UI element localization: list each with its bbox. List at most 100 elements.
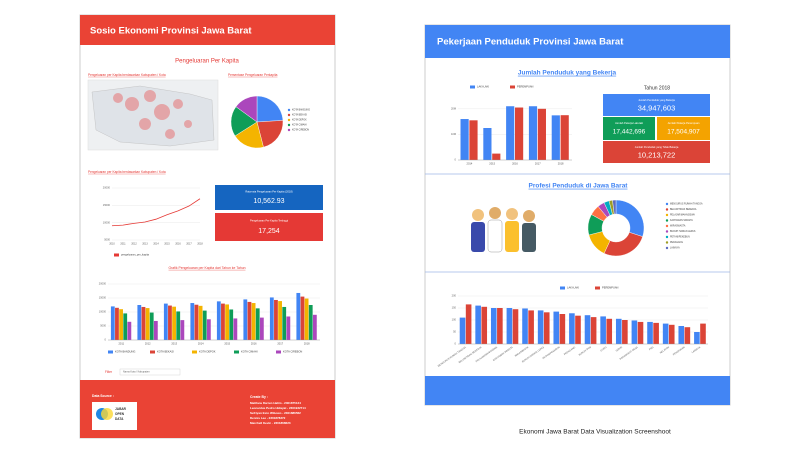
bar <box>678 326 685 344</box>
slice <box>612 199 617 215</box>
bar <box>127 321 132 340</box>
y-tick-label: 150 <box>452 306 457 310</box>
bar <box>469 120 478 160</box>
bar <box>304 298 309 340</box>
legend-label: KOTA BANDUNG <box>115 350 135 354</box>
legend-label: LAKI-LAKI <box>567 286 579 290</box>
chart-title: Persentase Pengeluaran Perkapita <box>228 73 278 77</box>
bar <box>694 332 700 344</box>
x-tick-label: 2016 <box>251 342 257 346</box>
slice <box>256 95 284 123</box>
y-tick-label: 10M <box>451 132 456 136</box>
bar <box>149 312 154 340</box>
legend-label: PEREMPUAN <box>517 85 534 89</box>
scorecard <box>603 141 710 163</box>
map-bubbles <box>113 90 192 139</box>
bar <box>662 323 669 344</box>
person-body <box>487 219 503 253</box>
bar <box>259 317 264 340</box>
bar <box>506 106 515 160</box>
map-bubble <box>144 90 156 102</box>
bar <box>606 318 613 344</box>
bar <box>481 306 488 344</box>
bar <box>119 309 123 340</box>
bar <box>233 318 238 340</box>
legend-swatch <box>510 85 515 89</box>
x-tick-label: BURUH TANI <box>578 346 592 357</box>
people-illustration <box>471 207 536 253</box>
map-bubble <box>154 104 170 120</box>
bar <box>537 310 544 344</box>
section-title: Profesi Penduduk di Jawa Barat <box>529 183 629 190</box>
legend-swatch <box>665 219 669 222</box>
bar <box>551 115 560 160</box>
bar <box>584 315 591 344</box>
logo-circle <box>101 408 113 420</box>
y-tick-label: 200 <box>452 294 457 298</box>
legend-label: PEREMPUAN <box>602 286 619 290</box>
x-tick-label: PNS <box>649 346 655 352</box>
y-tick-label: 5000 <box>100 324 106 328</box>
bar <box>110 306 115 340</box>
x-tick-label: 2018 <box>558 162 564 166</box>
y-tick-label: 5000 <box>104 238 110 242</box>
person-body <box>505 221 519 252</box>
bar <box>274 299 278 340</box>
y-tick-label: 15000 <box>103 203 111 207</box>
y-tick-label: 50 <box>453 330 456 334</box>
bar <box>631 320 638 344</box>
bar <box>123 313 128 340</box>
bar <box>522 308 528 344</box>
x-tick-label: 2017 <box>186 243 192 246</box>
header-title: Sosio Ekonomi Provinsi Jawa Barat <box>90 26 252 37</box>
filter-control[interactable] <box>119 368 181 376</box>
bar <box>622 320 628 344</box>
legend-label: KARYAWAN SWASTA <box>670 219 693 222</box>
person-head <box>489 207 501 219</box>
scorecard-value: 17,442,696 <box>613 129 646 136</box>
map-land <box>91 85 215 147</box>
legend-label: MENGURUS RUMAH TANGGA <box>670 203 703 206</box>
bar <box>528 310 534 344</box>
bar <box>312 314 317 340</box>
legend-label: pengeluaran_per_kapita <box>121 253 150 257</box>
legend-swatch <box>560 286 565 290</box>
bar <box>490 308 497 344</box>
legend-swatch <box>287 108 291 112</box>
bar <box>190 303 195 340</box>
data-source: Data Source : <box>92 394 114 398</box>
legend-swatch <box>665 235 669 239</box>
scorecard-label: Jumlah Pekerja Laki-laki <box>615 121 644 125</box>
bar <box>278 301 282 340</box>
x-tick-label: SOPIR <box>615 346 623 353</box>
y-tick-label: 20000 <box>103 186 111 190</box>
legend-swatch <box>287 118 291 122</box>
bar <box>176 311 181 340</box>
legend-swatch <box>287 123 291 127</box>
legend-swatch <box>665 213 669 217</box>
x-tick-label: 2016 <box>175 243 181 246</box>
filter-control-text[interactable]: Nama Kota / Kabupaten <box>123 371 150 374</box>
bar <box>528 106 538 160</box>
bar <box>515 107 524 160</box>
bar <box>559 314 566 344</box>
x-tick-label: 2017 <box>277 342 283 346</box>
caption: Ekonomi Jawa Barat Data Visualization Sc… <box>519 429 671 436</box>
bar <box>216 301 221 340</box>
member: Leonardus Pedro Hidayat - 2301932714 <box>250 406 306 410</box>
legend-label: WIRASWASTA <box>670 225 686 228</box>
bar <box>243 299 248 340</box>
legend-label: BURUH HARIAN LEPAS <box>670 230 696 233</box>
y-tick-label: 20000 <box>99 282 107 286</box>
member: Sefriyan Esto Wibowo - 2301886562 <box>250 411 301 415</box>
x-tick-label: 2015 <box>489 162 495 166</box>
bar <box>221 303 225 340</box>
legend-swatch <box>108 350 113 354</box>
scorecard <box>603 94 710 116</box>
slice <box>235 95 258 123</box>
bar <box>600 316 606 344</box>
x-tick-label: 2011 <box>118 342 124 346</box>
legend-swatch <box>595 286 600 290</box>
bar <box>668 324 675 344</box>
